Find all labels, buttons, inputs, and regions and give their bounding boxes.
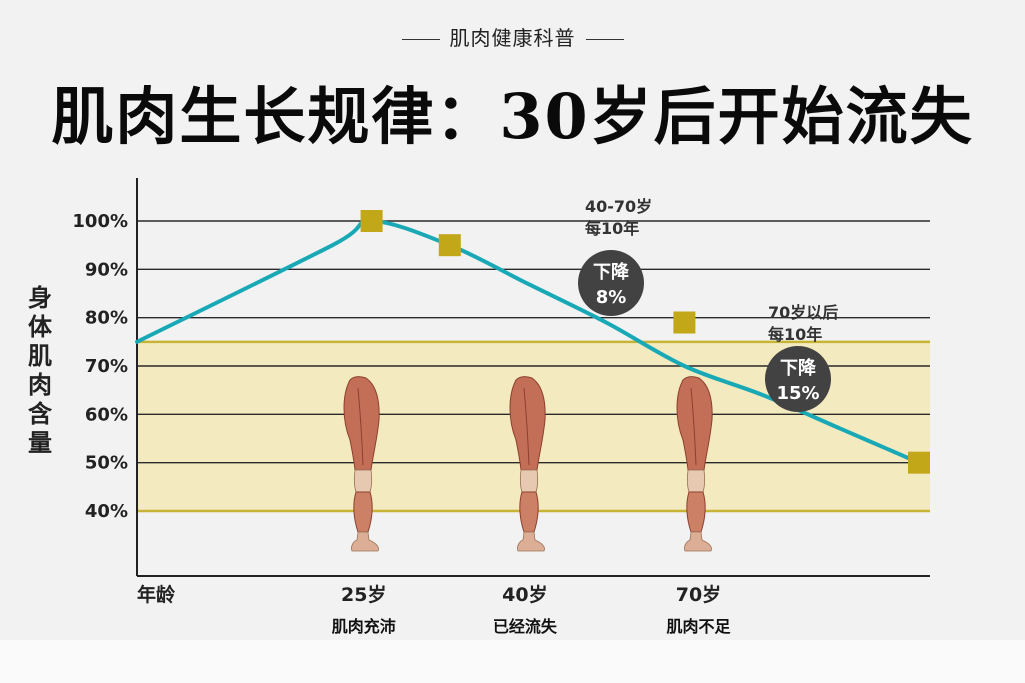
thigh-muscle bbox=[343, 376, 380, 471]
muscle-line bbox=[690, 387, 697, 466]
foot bbox=[684, 531, 712, 552]
axes-group bbox=[136, 178, 930, 577]
curve-marker bbox=[673, 311, 696, 334]
knee bbox=[353, 469, 373, 493]
y-tick-label: 70% bbox=[85, 356, 128, 377]
y-tick-label: 100% bbox=[72, 211, 128, 232]
annotation-text: 70岁以后 bbox=[768, 303, 838, 322]
foot bbox=[351, 531, 379, 552]
page-title: 肌肉生长规律：30岁后开始流失 bbox=[51, 80, 974, 153]
subtitle-text: 肌肉健康科普 bbox=[449, 26, 576, 50]
decline-badge-label: 下降 bbox=[780, 357, 817, 379]
page-subtitle: 肌肉健康科普 bbox=[0, 22, 1025, 51]
decline-badge-value: 8% bbox=[596, 287, 627, 308]
decline-badge bbox=[578, 250, 644, 316]
markers-group bbox=[360, 210, 930, 474]
y-axis-label-char: 肉 bbox=[28, 371, 52, 399]
x-category-description: 肌肉充沛 bbox=[332, 617, 396, 636]
subtitle-dash-left bbox=[401, 38, 440, 41]
y-tick-label: 90% bbox=[85, 259, 128, 280]
y-tick-labels: 100% 90% 80% 70% 60% 50% 40% bbox=[72, 211, 128, 522]
bottom-band bbox=[0, 640, 1025, 683]
y-axis-label-char: 身 bbox=[28, 284, 52, 312]
calf-muscle bbox=[686, 491, 706, 533]
muscle-line bbox=[523, 387, 530, 466]
decline-badge-value: 15% bbox=[776, 383, 819, 404]
y-axis-label-char: 含 bbox=[28, 400, 53, 428]
calf-muscle bbox=[519, 491, 539, 533]
leg-muscle-icon bbox=[676, 376, 713, 552]
decline-badge bbox=[765, 346, 831, 412]
muscle-line bbox=[357, 387, 364, 466]
y-tick-label: 60% bbox=[85, 404, 128, 425]
x-category-description: 肌肉不足 bbox=[666, 617, 731, 636]
y-axis-label-char: 量 bbox=[28, 429, 52, 457]
x-category-label: 25岁 bbox=[341, 583, 386, 606]
annotation-text: 每10年 bbox=[768, 325, 822, 344]
curve-marker bbox=[908, 451, 930, 474]
x-axis-label: 年龄 bbox=[137, 583, 176, 606]
subtitle-dash-right bbox=[585, 38, 624, 41]
leg-icons-group bbox=[343, 376, 713, 552]
leg-muscle-icon bbox=[343, 376, 380, 552]
knee bbox=[519, 469, 539, 493]
x-category-label: 70岁 bbox=[676, 583, 721, 606]
x-category-description: 已经流失 bbox=[493, 617, 558, 636]
y-tick-label: 40% bbox=[85, 501, 128, 522]
x-category-label: 40岁 bbox=[502, 583, 547, 606]
foot bbox=[517, 531, 545, 552]
curve-marker bbox=[438, 234, 461, 257]
curve-marker bbox=[360, 210, 383, 232]
y-axis-label-char: 肌 bbox=[28, 342, 52, 370]
decline-badge-label: 下降 bbox=[593, 261, 630, 283]
thigh-muscle bbox=[676, 376, 713, 471]
annotation-text: 40-70岁 bbox=[585, 197, 652, 216]
leg-muscle-icon bbox=[509, 376, 546, 552]
y-axis-label-char: 体 bbox=[28, 313, 53, 341]
knee bbox=[686, 469, 706, 493]
calf-muscle bbox=[353, 491, 373, 533]
y-tick-label: 50% bbox=[85, 453, 128, 474]
annotation-text: 每10年 bbox=[585, 219, 639, 238]
thigh-muscle bbox=[509, 376, 546, 471]
y-tick-label: 80% bbox=[85, 308, 128, 329]
